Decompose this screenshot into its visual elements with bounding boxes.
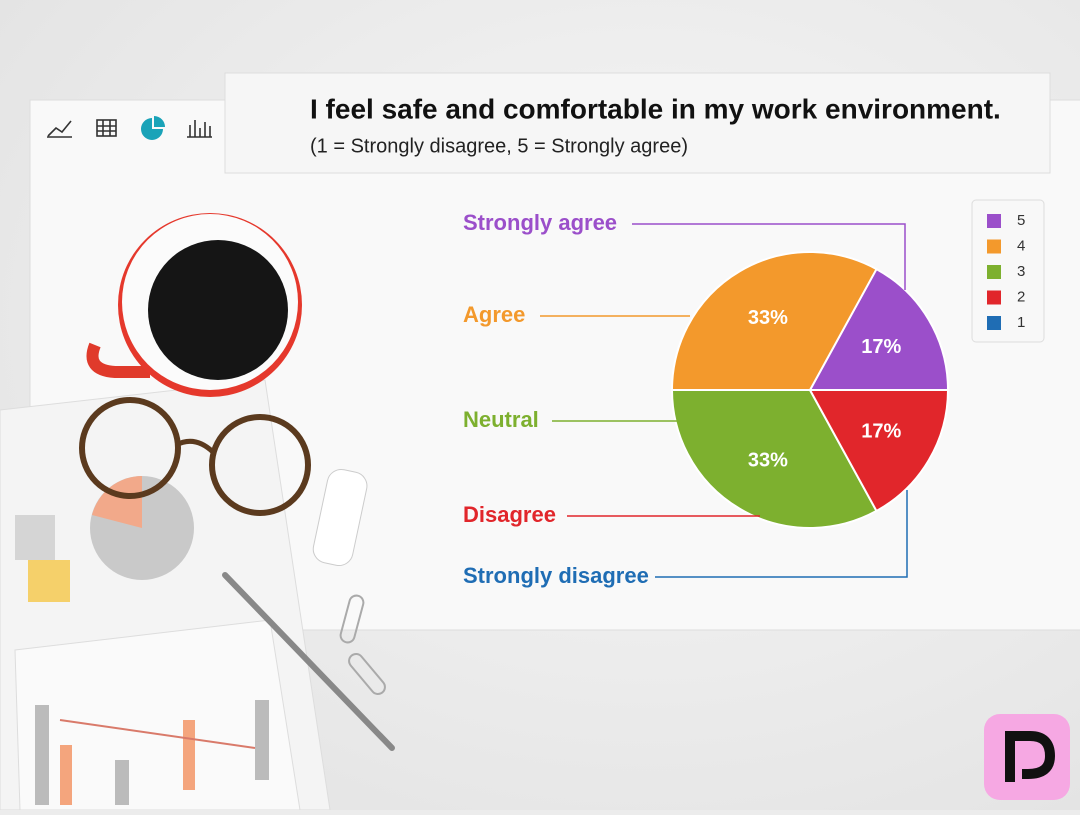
paper-bar <box>28 560 70 602</box>
legend-label: 5 <box>1017 212 1025 229</box>
callout-line <box>655 490 908 578</box>
paper-bar <box>35 705 49 805</box>
paper-bar <box>115 760 129 805</box>
legend-swatch <box>987 239 1001 254</box>
slice-label: 17% <box>861 336 901 358</box>
pie-slice <box>670 251 878 391</box>
logo-mark <box>1005 731 1056 782</box>
callout-label: Neutral <box>463 407 539 432</box>
paper-trend <box>59 719 256 749</box>
paperclip <box>348 652 386 696</box>
callout-label: Disagree <box>463 502 556 527</box>
callout-label: Agree <box>463 302 525 327</box>
legend-label: 4 <box>1017 237 1025 254</box>
legend-swatch <box>987 316 1001 330</box>
legend-swatch <box>987 290 1001 305</box>
coffee <box>148 240 288 380</box>
pen <box>222 572 395 751</box>
legend-label: 3 <box>1017 263 1025 280</box>
usb-drive <box>312 468 368 567</box>
callout-label: Strongly disagree <box>463 563 649 588</box>
chart-subtitle: (1 = Strongly disagree, 5 = Strongly agr… <box>310 135 688 157</box>
legend-swatch <box>987 265 1001 279</box>
glasses-lens <box>209 414 311 516</box>
legend <box>971 199 1045 343</box>
paper-bar <box>15 515 55 560</box>
glasses-lens <box>79 397 181 499</box>
slice-label: 17% <box>861 420 901 442</box>
paper-pie-slice <box>92 476 142 528</box>
slice-label: 33% <box>748 307 788 329</box>
pie-slice <box>670 389 878 529</box>
pie-icon-slice <box>154 116 165 127</box>
pie-slice <box>808 389 950 513</box>
pie-icon[interactable] <box>141 118 163 140</box>
glasses-bridge <box>174 438 215 454</box>
legend-label: 1 <box>1017 314 1025 331</box>
pie-chart: 17% 33% 33% 17% Strongly agree Agree Neutral Di… <box>463 210 1025 588</box>
pie-slice <box>808 267 950 391</box>
callout-line <box>632 223 906 290</box>
desk-props <box>0 213 395 811</box>
paper-bar <box>60 745 72 805</box>
callout-label: Strongly agree <box>463 210 617 235</box>
paper-bar <box>255 700 269 780</box>
chart-title: I feel safe and comfortable in my work e… <box>310 93 1001 124</box>
logo <box>984 714 1070 800</box>
slice-label: 33% <box>748 450 788 472</box>
title-box <box>224 72 1051 174</box>
paperclip <box>339 594 365 644</box>
legend-label: 2 <box>1017 288 1025 305</box>
toolbar <box>47 116 212 140</box>
line-chart-icon[interactable] <box>47 120 72 137</box>
table-icon[interactable] <box>96 119 117 137</box>
legend-swatch <box>987 214 1001 228</box>
mug-handle <box>86 342 150 378</box>
paper-bar <box>183 720 195 790</box>
